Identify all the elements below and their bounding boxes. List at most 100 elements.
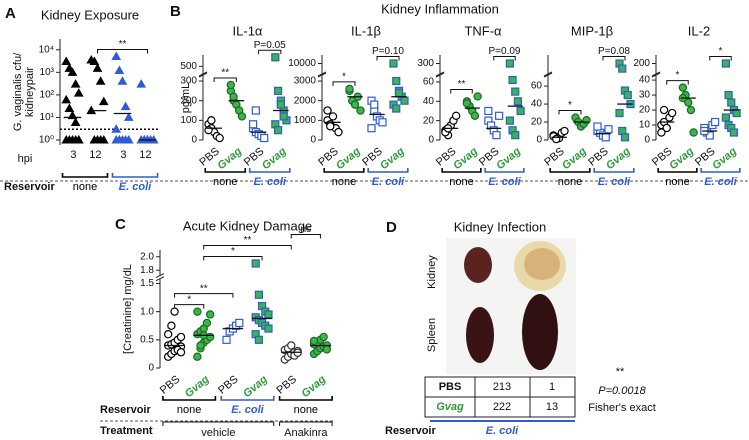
point bbox=[70, 79, 81, 88]
y-tick-label: 10² bbox=[40, 90, 55, 101]
point bbox=[264, 310, 273, 319]
reservoir-label: none bbox=[213, 176, 237, 188]
axis-break bbox=[435, 71, 445, 77]
point bbox=[513, 97, 523, 106]
point bbox=[98, 96, 109, 106]
point bbox=[215, 133, 224, 143]
sig-bracket bbox=[258, 49, 282, 55]
y-tick-label: 300 bbox=[417, 58, 434, 69]
sig-label: P=0.05 bbox=[254, 40, 286, 51]
point bbox=[350, 100, 360, 109]
point bbox=[686, 105, 696, 115]
point bbox=[73, 134, 84, 144]
sig-label: ** bbox=[221, 68, 229, 79]
reservoir-label: none bbox=[294, 404, 318, 416]
point bbox=[721, 59, 730, 68]
y-tick-label: 20 bbox=[531, 117, 543, 128]
point bbox=[123, 134, 134, 144]
y-tick-label: 0 bbox=[191, 135, 197, 146]
bracket bbox=[657, 168, 698, 173]
reservoir-label: none bbox=[665, 176, 689, 188]
y-tick-label: 2.0 bbox=[140, 251, 154, 262]
panel-label: D bbox=[386, 219, 397, 236]
reservoir-label: none bbox=[177, 404, 201, 416]
point bbox=[167, 321, 176, 330]
point bbox=[659, 105, 669, 115]
y-tick-label: 1000 bbox=[294, 115, 317, 126]
point bbox=[319, 332, 328, 342]
point bbox=[67, 67, 78, 76]
y-tick-label: 0 bbox=[310, 135, 316, 146]
y-tick-label: 20 bbox=[423, 115, 435, 126]
x-tick-label: Gvag bbox=[560, 145, 589, 172]
point bbox=[326, 122, 335, 131]
sig-bracket bbox=[203, 244, 292, 250]
y-tick-label: 500 bbox=[180, 61, 197, 72]
sig-bracket bbox=[602, 56, 626, 61]
sig-bracket bbox=[174, 293, 234, 298]
point bbox=[111, 51, 122, 61]
bracket bbox=[61, 173, 109, 178]
y-tick-label: 100 bbox=[180, 115, 197, 126]
panel-title: Kidney Inflammation bbox=[381, 1, 499, 16]
axis-break bbox=[155, 273, 165, 279]
point bbox=[678, 83, 688, 92]
point bbox=[70, 117, 81, 126]
x-tick-label: PBS bbox=[158, 373, 183, 396]
point bbox=[248, 120, 258, 129]
point bbox=[505, 59, 514, 68]
y-tick-label: 60 bbox=[423, 77, 435, 88]
point bbox=[170, 307, 179, 316]
point bbox=[117, 76, 128, 85]
sig-label: * bbox=[568, 100, 572, 111]
point bbox=[684, 98, 693, 107]
reservoir-label: E. coli bbox=[372, 176, 405, 188]
chart-title: IL-1α bbox=[233, 23, 263, 38]
sig-label: P=0.09 bbox=[489, 46, 521, 57]
point bbox=[729, 128, 739, 137]
sig-label: * bbox=[187, 294, 191, 305]
point bbox=[92, 63, 103, 72]
point bbox=[254, 335, 263, 344]
x-tick-label: Gvag bbox=[667, 145, 696, 172]
y-tick-label: 200 bbox=[180, 95, 197, 106]
point bbox=[95, 76, 106, 85]
sig-bracket bbox=[332, 81, 356, 86]
point bbox=[287, 341, 296, 350]
sig-label: P=0.10 bbox=[372, 46, 404, 57]
point bbox=[73, 88, 84, 97]
reservoir-label: E. coli bbox=[486, 425, 519, 437]
y-tick-label: 1.0 bbox=[140, 306, 154, 317]
point bbox=[593, 122, 602, 131]
sig-label: ns bbox=[301, 224, 312, 235]
table-cell: Gvag bbox=[436, 401, 464, 413]
y-tick-label: 0 bbox=[536, 135, 542, 146]
point bbox=[470, 111, 480, 121]
sig-bracket bbox=[666, 80, 689, 85]
sig-bracket bbox=[709, 56, 732, 61]
point bbox=[120, 101, 131, 111]
y-tick-label: 30 bbox=[639, 90, 651, 101]
point bbox=[604, 125, 613, 134]
sig-label: ** bbox=[119, 39, 127, 50]
sig-bracket bbox=[450, 88, 473, 94]
point bbox=[400, 96, 409, 105]
organ-label: Spleen bbox=[426, 318, 438, 352]
sig-bracket bbox=[213, 77, 237, 82]
point bbox=[235, 318, 244, 328]
point bbox=[136, 79, 147, 88]
reservoir-label: E. coli bbox=[254, 176, 287, 188]
axis-break bbox=[543, 72, 553, 78]
panel-label: C bbox=[115, 216, 126, 233]
point bbox=[207, 116, 216, 125]
point bbox=[322, 345, 332, 354]
point bbox=[328, 112, 338, 121]
sig-label: * bbox=[719, 46, 723, 57]
point bbox=[552, 134, 561, 144]
x-tick-label: Gvag bbox=[378, 145, 407, 172]
point bbox=[251, 106, 260, 115]
point bbox=[193, 352, 202, 361]
sig-label: * bbox=[676, 70, 680, 81]
point bbox=[511, 87, 520, 96]
